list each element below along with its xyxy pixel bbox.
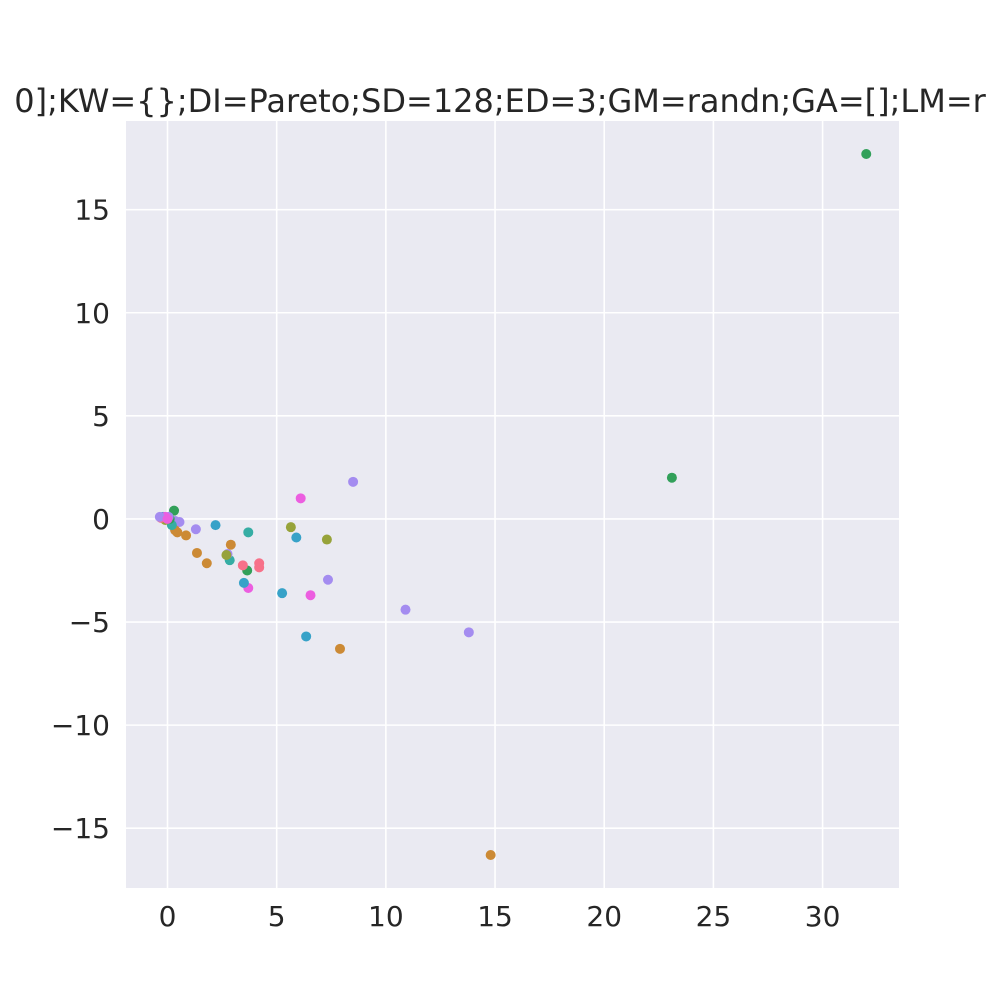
data-point (295, 493, 306, 504)
x-tick-label: 5 (268, 900, 286, 933)
data-point (291, 532, 302, 543)
data-point (243, 527, 254, 538)
data-point (666, 472, 677, 483)
y-tick-label: −10 (51, 709, 110, 742)
data-point (154, 511, 165, 522)
data-point (485, 850, 496, 861)
data-point (348, 476, 359, 487)
data-point (305, 590, 316, 601)
y-tick-label: 0 (92, 503, 110, 536)
data-points (154, 148, 872, 861)
data-point (201, 558, 212, 569)
data-point (237, 560, 248, 571)
data-point (277, 588, 288, 599)
y-tick-label: 15 (74, 194, 110, 227)
x-tick-label: 20 (586, 900, 622, 933)
data-point (191, 547, 202, 558)
chart-title: 0];KW={};DI=Pareto;SD=128;ED=3;GM=randn;… (14, 82, 986, 120)
data-point (322, 574, 333, 585)
data-point (400, 604, 411, 615)
data-point (301, 631, 312, 642)
grid-lines (126, 121, 899, 888)
y-axis-ticks: −15 −10 −5 0 5 10 15 (51, 194, 110, 846)
data-point (225, 539, 236, 550)
x-tick-label: 0 (159, 900, 177, 933)
x-tick-label: 30 (805, 900, 841, 933)
data-point (861, 148, 872, 159)
y-tick-label: −15 (51, 812, 110, 845)
data-point (238, 577, 249, 588)
data-point (334, 643, 345, 654)
data-point (210, 520, 221, 531)
data-point (463, 627, 474, 638)
data-point (285, 522, 296, 533)
data-point (162, 513, 173, 524)
y-tick-label: −5 (69, 606, 110, 639)
data-point (254, 562, 265, 573)
data-point (321, 534, 332, 545)
y-tick-label: 5 (92, 400, 110, 433)
x-tick-label: 10 (368, 900, 404, 933)
data-point (221, 550, 232, 561)
x-tick-label: 25 (696, 900, 732, 933)
data-point (190, 524, 201, 535)
y-tick-label: 10 (74, 297, 110, 330)
x-axis-ticks: 0 5 10 15 20 25 30 (159, 900, 841, 933)
x-tick-label: 15 (477, 900, 513, 933)
plot-area (126, 121, 899, 888)
data-point (181, 530, 192, 541)
